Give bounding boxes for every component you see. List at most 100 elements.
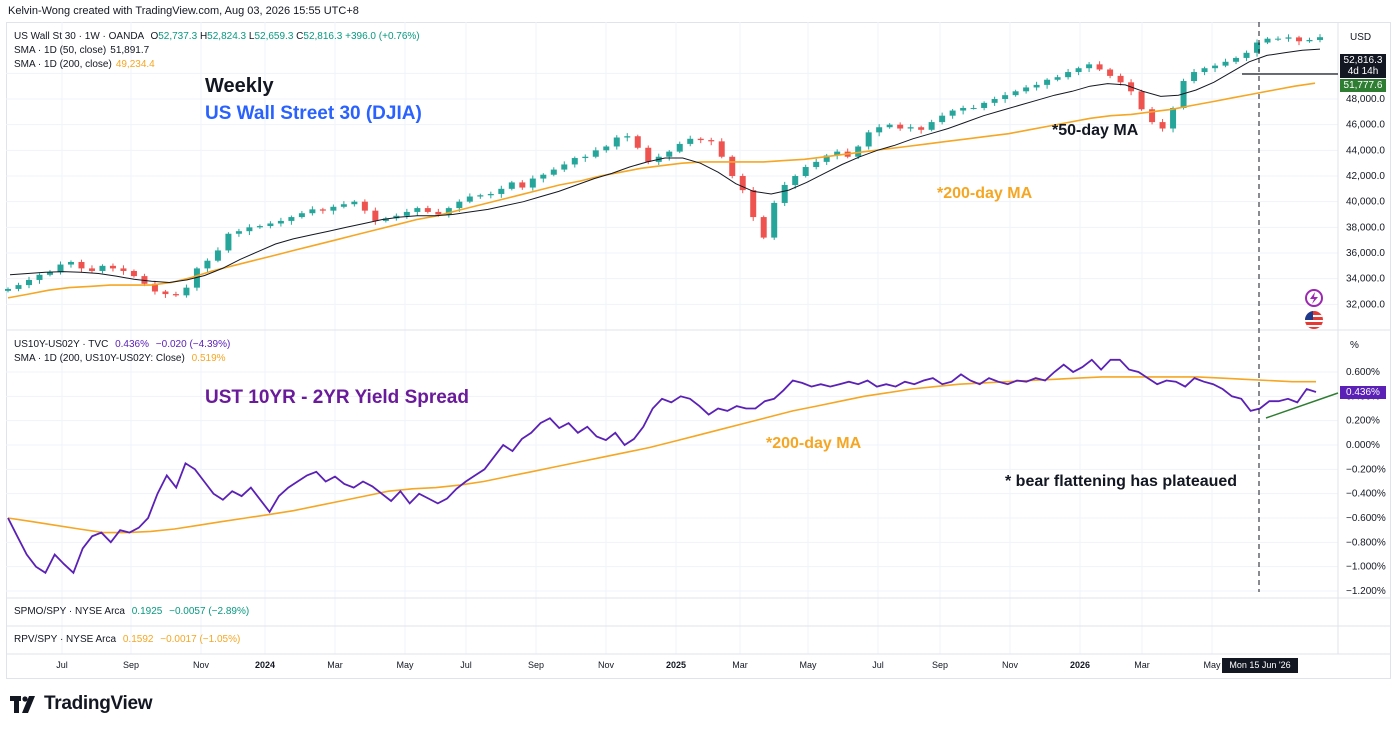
- spmo-change: −0.0057 (−2.89%): [169, 606, 250, 617]
- price-axis[interactable]: 32,000.0 34,000.0 36,000.0 38,000.0 40,000.0…: [1346, 68, 1385, 310]
- candle: [1012, 89, 1019, 97]
- candle: [256, 224, 263, 229]
- candle: [498, 185, 505, 198]
- candle: [466, 193, 473, 204]
- crosshair-date-label: Mon 15 Jun '26: [1222, 658, 1298, 673]
- rpv-value: 0.1592: [122, 634, 154, 645]
- candle: [1033, 81, 1040, 91]
- sma200-line-spread: [7, 376, 1316, 534]
- ohlc-change: +396.0 (+0.76%): [345, 31, 420, 42]
- candle: [634, 134, 641, 150]
- ohlc-c-label: C: [296, 31, 304, 42]
- lightning-icon[interactable]: [1305, 289, 1323, 307]
- price-tick-label: 38,000.0: [1346, 222, 1385, 233]
- candle: [991, 96, 998, 106]
- spread-sma-legend[interactable]: SMA · 1D (200, US10Y-US02Y: Close) 0.519…: [14, 352, 226, 365]
- annotation-ma200-spread[interactable]: *200-day MA: [766, 435, 862, 452]
- time-tick-label: May: [1203, 660, 1221, 670]
- sma50-label: SMA · 1D (50, close): [14, 45, 107, 56]
- spread-tick-label: −0.800%: [1346, 537, 1386, 548]
- spread-tick-label: 0.600%: [1346, 367, 1380, 378]
- candle: [1054, 74, 1061, 82]
- unit-label[interactable]: %: [1350, 340, 1359, 351]
- annotation-note[interactable]: * bear flattening has plateaued: [1005, 473, 1238, 490]
- candle: [88, 265, 95, 273]
- candle: [508, 180, 515, 191]
- sma200-value: 49,234.4: [115, 59, 155, 70]
- time-tick-label: Sep: [528, 660, 544, 670]
- candle: [1285, 34, 1292, 42]
- sma200-label: SMA · 1D (200, close): [14, 59, 112, 70]
- candle: [561, 161, 568, 172]
- candle: [1170, 106, 1177, 133]
- pane3-legend[interactable]: SPMO/SPY · NYSE Arca 0.1925 −0.0057 (−2.…: [14, 605, 249, 618]
- ohlc-o-label: O: [150, 31, 159, 42]
- tradingview-logo[interactable]: TradingView: [10, 693, 153, 715]
- annotation-title-spread[interactable]: UST 10YR - 2YR Yield Spread: [205, 387, 469, 408]
- sma200-legend[interactable]: SMA · 1D (200, close) 49,234.4: [14, 58, 155, 71]
- candle: [225, 232, 232, 253]
- candle: [361, 199, 368, 214]
- candle: [99, 264, 106, 274]
- sma50-value: 51,891.7: [110, 45, 150, 56]
- candle: [36, 273, 43, 284]
- candle: [1065, 68, 1072, 80]
- candle: [267, 221, 274, 229]
- candle: [529, 175, 536, 191]
- candle: [1296, 35, 1303, 46]
- candle: [1317, 34, 1323, 43]
- annotation-ma200-dow[interactable]: *200-day MA: [937, 185, 1033, 202]
- time-tick-label: Mar: [1134, 660, 1150, 670]
- candle: [319, 207, 326, 214]
- grid-lines: [6, 22, 1338, 654]
- price-tick-label: 34,000.0: [1346, 274, 1385, 285]
- candle: [1075, 66, 1082, 76]
- annotation-weekly[interactable]: Weekly: [205, 75, 274, 97]
- annotation-title-dow[interactable]: US Wall Street 30 (DJIA): [205, 103, 422, 124]
- candle: [550, 167, 557, 177]
- candle: [193, 266, 200, 291]
- candle: [1201, 66, 1208, 76]
- spread-tick-label: 0.200%: [1346, 416, 1380, 427]
- symbol-label[interactable]: US Wall St 30 · 1W · OANDA: [14, 31, 144, 42]
- candle: [886, 123, 893, 129]
- pane2-legend[interactable]: US10Y-US02Y · TVC 0.436% −0.020 (−4.39%): [14, 338, 230, 351]
- time-tick-label: May: [799, 660, 817, 670]
- ohlc-l-label: L: [248, 31, 255, 42]
- candle: [813, 158, 820, 170]
- candle: [624, 133, 631, 142]
- time-tick-label: Nov: [598, 660, 615, 670]
- spread-axis[interactable]: 0.600%0.400%0.200%0.000%−0.200%−0.400%−0…: [1346, 367, 1386, 597]
- candle: [5, 287, 11, 293]
- price-tag: 52,816.3 4d 14h: [1340, 54, 1386, 78]
- annotation-ma50[interactable]: *50-day MA: [1052, 122, 1139, 139]
- price-tick-label: 32,000.0: [1346, 299, 1385, 310]
- spread-tick-label: −0.600%: [1346, 513, 1386, 524]
- price-tick-label: 40,000.0: [1346, 197, 1385, 208]
- time-tick-label: 2024: [255, 660, 275, 670]
- pane4-legend[interactable]: RPV/SPY · NYSE Arca 0.1592 −0.0017 (−1.0…: [14, 633, 240, 646]
- spread-tick-label: −0.200%: [1346, 464, 1386, 475]
- candle: [1044, 78, 1051, 89]
- time-axis[interactable]: Jul Sep Nov 2024 Mar May Jul Sep Nov 2025 Mar May Ju…: [56, 660, 1221, 670]
- candle: [865, 130, 872, 150]
- pane-separators: [6, 22, 1390, 655]
- candle: [1243, 50, 1250, 62]
- time-tick-label: Nov: [193, 660, 210, 670]
- candle: [1117, 73, 1124, 86]
- candle: [928, 119, 935, 132]
- candle: [876, 124, 883, 137]
- trend-line[interactable]: [1265, 392, 1339, 419]
- candle: [907, 124, 914, 132]
- candle: [792, 174, 799, 189]
- candle: [246, 224, 253, 236]
- candle: [1086, 62, 1093, 73]
- sma50-legend[interactable]: SMA · 1D (50, close) 51,891.7: [14, 44, 149, 57]
- candle: [1222, 58, 1229, 68]
- candle: [613, 135, 620, 150]
- flag-icon[interactable]: [1305, 311, 1323, 329]
- currency-label[interactable]: USD: [1350, 32, 1372, 43]
- price-tick-label: 48,000.0: [1346, 94, 1385, 105]
- spmo-value: 0.1925: [131, 606, 163, 617]
